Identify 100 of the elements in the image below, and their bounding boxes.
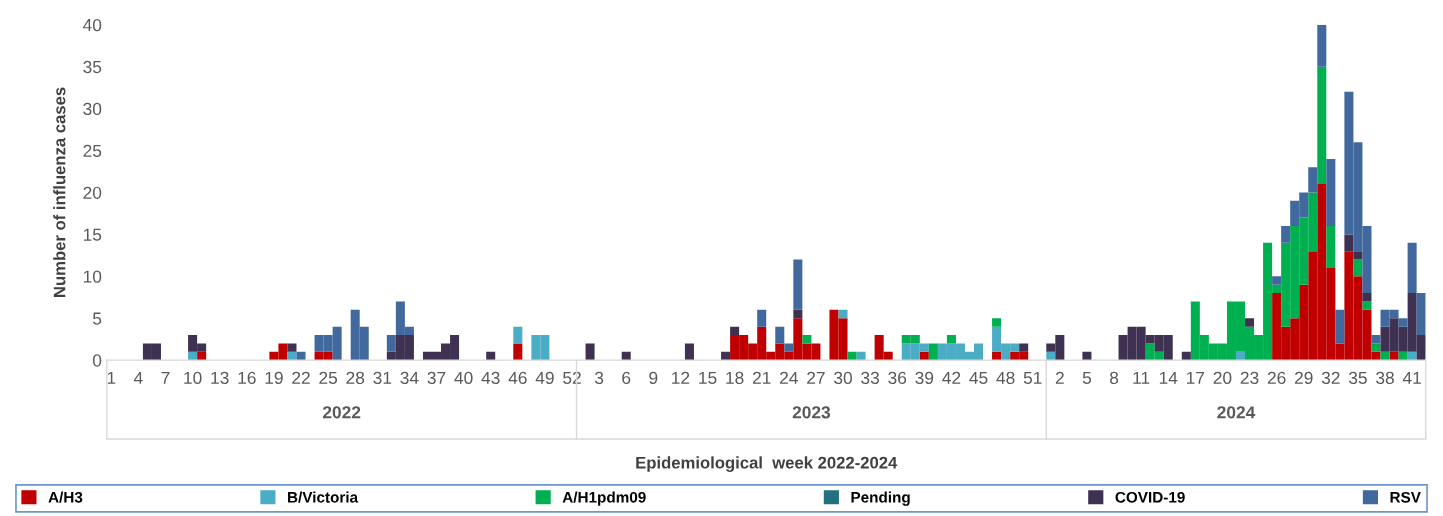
x-tick-label: 32 bbox=[1321, 371, 1340, 385]
legend-label: A/H1pdm09 bbox=[562, 491, 646, 506]
x-tick-label: 5 bbox=[1082, 371, 1092, 385]
y-tick-label: 40 bbox=[83, 18, 102, 32]
y-tick-label: 15 bbox=[83, 228, 102, 241]
y-tick-label: 30 bbox=[83, 102, 102, 116]
legend-label: COVID-19 bbox=[1115, 491, 1185, 503]
x-tick-label: 15 bbox=[699, 371, 717, 385]
y-tick-label: 20 bbox=[83, 186, 102, 199]
bar bbox=[793, 259, 803, 310]
bar bbox=[856, 351, 866, 361]
x-tick-label: 6 bbox=[622, 371, 631, 385]
x-tick-label: 24 bbox=[780, 371, 798, 384]
x-tick-label: 3 bbox=[594, 371, 604, 385]
legend-label: B/Victoria bbox=[288, 491, 359, 503]
x-tick-label: 4 bbox=[133, 371, 143, 384]
x-tick-label: 22 bbox=[292, 371, 310, 384]
bar bbox=[919, 351, 929, 361]
bar bbox=[1398, 318, 1408, 327]
x-tick-label: 37 bbox=[427, 371, 446, 385]
bar bbox=[1398, 351, 1408, 361]
bar bbox=[296, 351, 306, 361]
bar bbox=[730, 326, 740, 336]
bar bbox=[1235, 351, 1246, 361]
x-tick-label: 26 bbox=[1267, 371, 1286, 385]
bar bbox=[1353, 259, 1363, 277]
bar bbox=[1344, 234, 1354, 252]
x-tick-label: 1 bbox=[107, 371, 116, 384]
x-tick-label: 7 bbox=[161, 371, 170, 384]
bar bbox=[838, 309, 848, 319]
bar bbox=[1407, 351, 1417, 361]
x-tick-label: 46 bbox=[508, 371, 527, 385]
x-tick-label: 10 bbox=[184, 371, 202, 385]
bar bbox=[513, 343, 523, 361]
text: 2022 bbox=[322, 406, 361, 419]
x-tick-label: 33 bbox=[861, 371, 880, 385]
x-tick-label: 28 bbox=[346, 371, 365, 385]
x-tick-label: 9 bbox=[649, 371, 658, 385]
bar bbox=[1317, 24, 1327, 67]
x-tick-label: 45 bbox=[969, 371, 988, 385]
bar bbox=[1308, 167, 1318, 193]
bar bbox=[513, 326, 523, 344]
x-tick-label: 2 bbox=[1055, 371, 1064, 384]
x-axis-title: Epidemiological week 2022-2024 bbox=[636, 456, 898, 472]
bar bbox=[197, 351, 207, 361]
bar bbox=[1380, 351, 1390, 361]
x-tick-label: 18 bbox=[726, 371, 744, 385]
bar bbox=[793, 309, 803, 319]
bar bbox=[1326, 226, 1336, 268]
x-tick-label: 11 bbox=[1133, 371, 1150, 384]
legend-label: Pending bbox=[851, 491, 910, 506]
legend-label: A/H3 bbox=[48, 491, 83, 503]
x-tick-label: 38 bbox=[1376, 371, 1394, 385]
bar bbox=[1046, 351, 1056, 361]
bar bbox=[1335, 309, 1345, 344]
bar bbox=[1181, 351, 1191, 361]
bar bbox=[585, 343, 595, 361]
text: 2024 bbox=[1217, 406, 1256, 419]
bar bbox=[1389, 351, 1399, 361]
x-tick-label: 25 bbox=[319, 371, 338, 385]
bar bbox=[928, 343, 938, 361]
bar bbox=[1019, 343, 1029, 352]
bar bbox=[287, 351, 297, 361]
x-tick-label: 8 bbox=[1109, 371, 1119, 385]
x-tick-label: 19 bbox=[265, 371, 283, 385]
y-axis-title: Number of influenza cases bbox=[53, 87, 66, 297]
bar bbox=[847, 351, 857, 361]
bar bbox=[1272, 276, 1282, 285]
x-tick-label: 51 bbox=[1023, 371, 1042, 385]
bar bbox=[1407, 242, 1417, 294]
x-tick-label: 14 bbox=[1159, 371, 1178, 384]
bar bbox=[775, 326, 785, 344]
bar bbox=[802, 335, 812, 344]
x-tick-label: 31 bbox=[373, 371, 392, 385]
bar bbox=[1326, 158, 1336, 227]
x-tick-label: 48 bbox=[996, 371, 1015, 385]
bar bbox=[1281, 226, 1291, 243]
bar bbox=[287, 343, 297, 352]
bar bbox=[1362, 301, 1372, 310]
y-tick-label: 0 bbox=[92, 354, 102, 367]
bar bbox=[1371, 335, 1381, 344]
y-tick-label: 25 bbox=[83, 144, 102, 157]
x-tick-label: 35 bbox=[1348, 371, 1367, 385]
bar bbox=[486, 351, 496, 361]
y-tick-label: 5 bbox=[92, 312, 102, 325]
x-tick-label: 49 bbox=[535, 371, 554, 385]
bar bbox=[386, 335, 396, 352]
x-tick-label: 39 bbox=[915, 371, 934, 385]
x-tick-label: 17 bbox=[1187, 371, 1205, 384]
x-tick-label: 40 bbox=[454, 371, 473, 385]
x-tick-label: 29 bbox=[1294, 371, 1313, 385]
bar bbox=[721, 351, 731, 361]
x-tick-label: 23 bbox=[1240, 371, 1259, 385]
bar bbox=[621, 351, 631, 361]
x-tick-label: 21 bbox=[752, 371, 771, 384]
bar bbox=[188, 351, 198, 361]
y-tick-label: 35 bbox=[83, 60, 102, 74]
x-tick-label: 12 bbox=[672, 371, 690, 384]
x-tick-label: 41 bbox=[1402, 371, 1421, 384]
bar bbox=[946, 335, 956, 344]
